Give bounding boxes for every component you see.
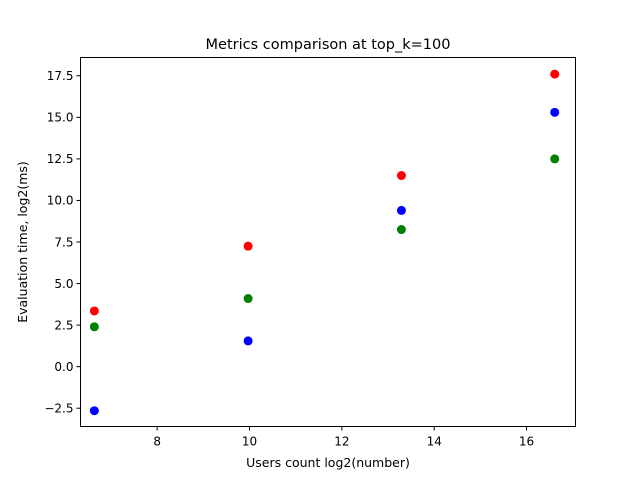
y-tick-label: −2.5 [44,402,73,416]
x-axis: 8 10 12 14 16 [153,426,534,449]
series-0-point-0 [89,306,99,316]
series-0-point-2 [396,171,406,181]
x-tick-label: 16 [519,435,534,449]
series-1-point-0 [89,406,99,416]
series-2-point-1 [243,294,253,304]
y-tick-label: 0.0 [54,360,73,374]
y-tick-label: 5.0 [54,277,73,291]
x-tick-label: 14 [427,435,442,449]
series-2-point-3 [550,154,560,164]
y-tick-label: 7.5 [54,235,73,249]
series-2-point-2 [396,225,406,235]
series-1-point-1 [243,336,253,346]
y-axis: −2.5 0.0 2.5 5.0 7.5 10.0 12.5 15.0 17.5 [44,69,81,416]
plot-area [80,57,576,427]
y-tick-label: 2.5 [54,318,73,332]
series-1-point-3 [550,107,560,117]
x-axis-label: Users count log2(number) [246,455,410,470]
chart-title: Metrics comparison at top_k=100 [206,37,451,53]
data-points [89,69,560,416]
y-tick-label: 15.0 [47,111,74,125]
plot-frame [80,57,576,427]
x-tick-label: 10 [242,435,257,449]
x-tick-label: 12 [334,435,349,449]
y-tick-label: 12.5 [47,152,74,166]
series-2-point-0 [89,322,99,332]
y-tick-label: 10.0 [47,194,74,208]
y-tick-label: 17.5 [47,69,74,83]
y-axis-label: Evaluation time, log2(ms) [15,161,30,323]
x-tick-label: 8 [153,435,161,449]
series-1-point-2 [396,205,406,215]
series-0-point-3 [550,69,560,79]
series-0-point-1 [243,241,253,251]
